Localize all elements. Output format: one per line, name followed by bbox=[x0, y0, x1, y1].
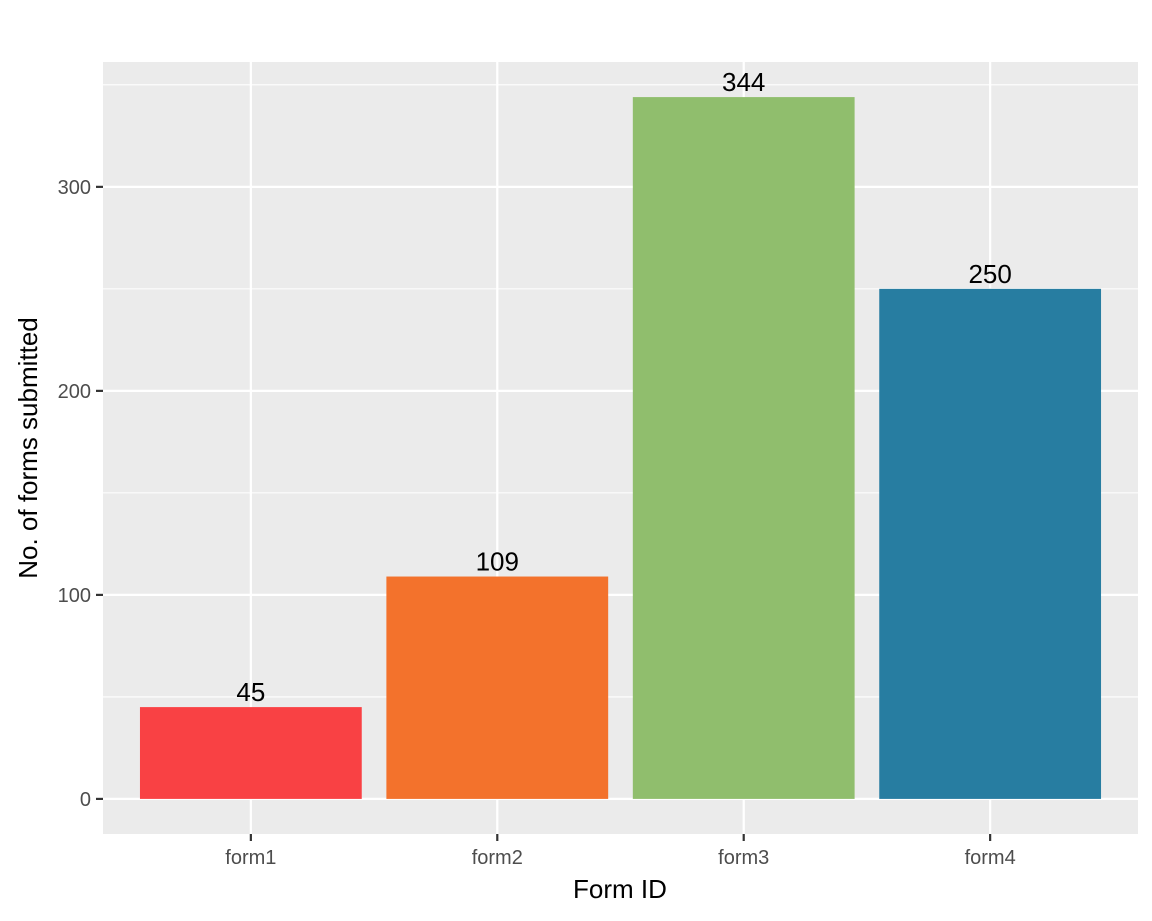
bar-form1 bbox=[139, 707, 362, 799]
bar-form2 bbox=[386, 576, 609, 799]
y-axis-title: No. of forms submitted bbox=[13, 317, 43, 579]
y-axis: 0 100 200 300 bbox=[58, 177, 103, 811]
y-tick-label: 200 bbox=[58, 381, 91, 403]
data-label-form2: 109 bbox=[476, 547, 519, 577]
bars bbox=[139, 97, 1102, 799]
bar-form3 bbox=[632, 97, 855, 799]
x-tick-label: form3 bbox=[718, 847, 769, 869]
y-tick-label: 300 bbox=[58, 177, 91, 199]
y-tick-label: 100 bbox=[58, 585, 91, 607]
x-tick-label: form1 bbox=[225, 847, 276, 869]
y-tick-label: 0 bbox=[80, 789, 91, 811]
data-label-form4: 250 bbox=[968, 259, 1011, 289]
x-axis: form1 form2 form3 form4 bbox=[225, 834, 1016, 869]
x-axis-title: Form ID bbox=[573, 874, 667, 904]
x-tick-label: form4 bbox=[965, 847, 1016, 869]
bar-form4 bbox=[879, 288, 1102, 799]
data-labels: 45 109 344 250 bbox=[236, 67, 1011, 707]
data-label-form1: 45 bbox=[236, 677, 265, 707]
data-label-form3: 344 bbox=[722, 67, 765, 97]
x-tick-label: form2 bbox=[472, 847, 523, 869]
